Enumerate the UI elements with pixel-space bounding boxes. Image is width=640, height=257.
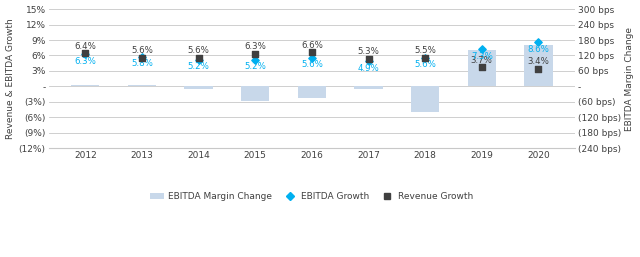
Text: 8.6%: 8.6% — [527, 45, 549, 54]
Point — [420, 56, 430, 60]
Point — [364, 59, 374, 63]
Y-axis label: EBITDA Margin Change: EBITDA Margin Change — [625, 27, 634, 131]
Point — [533, 67, 543, 71]
Point — [307, 56, 317, 60]
Point — [420, 56, 430, 60]
Bar — [298, 86, 326, 98]
Text: 5.6%: 5.6% — [131, 46, 153, 55]
Point — [250, 52, 260, 56]
Point — [364, 57, 374, 61]
Point — [533, 40, 543, 44]
Point — [193, 56, 204, 60]
Text: 5.2%: 5.2% — [188, 62, 209, 71]
Bar — [524, 45, 552, 86]
Point — [250, 58, 260, 62]
Point — [137, 54, 147, 59]
Text: 6.3%: 6.3% — [74, 57, 96, 66]
Text: 5.5%: 5.5% — [414, 46, 436, 55]
Point — [477, 47, 487, 51]
Text: 3.7%: 3.7% — [471, 56, 493, 65]
Point — [80, 52, 90, 56]
Y-axis label: Revenue & EBITDA Growth: Revenue & EBITDA Growth — [6, 18, 15, 139]
Text: 3.4%: 3.4% — [527, 57, 549, 66]
Bar — [241, 86, 269, 100]
Text: 5.6%: 5.6% — [188, 46, 209, 55]
Bar — [128, 85, 156, 86]
Bar — [184, 86, 212, 89]
Text: 5.3%: 5.3% — [358, 47, 380, 56]
Bar — [71, 85, 99, 86]
Point — [477, 65, 487, 69]
Text: 7.3%: 7.3% — [471, 52, 493, 61]
Point — [193, 58, 204, 62]
Text: 4.9%: 4.9% — [358, 64, 380, 73]
Bar — [355, 86, 383, 89]
Text: 5.6%: 5.6% — [414, 60, 436, 69]
Point — [137, 56, 147, 60]
Text: 6.6%: 6.6% — [301, 41, 323, 50]
Legend: EBITDA Margin Change, EBITDA Growth, Revenue Growth: EBITDA Margin Change, EBITDA Growth, Rev… — [147, 189, 477, 205]
Point — [307, 50, 317, 54]
Text: 6.4%: 6.4% — [74, 42, 96, 51]
Text: 6.3%: 6.3% — [244, 42, 266, 51]
Bar — [411, 86, 439, 112]
Point — [80, 51, 90, 56]
Text: 5.6%: 5.6% — [301, 60, 323, 69]
Text: 5.2%: 5.2% — [244, 62, 266, 71]
Bar — [468, 50, 496, 86]
Text: 5.8%: 5.8% — [131, 59, 153, 68]
